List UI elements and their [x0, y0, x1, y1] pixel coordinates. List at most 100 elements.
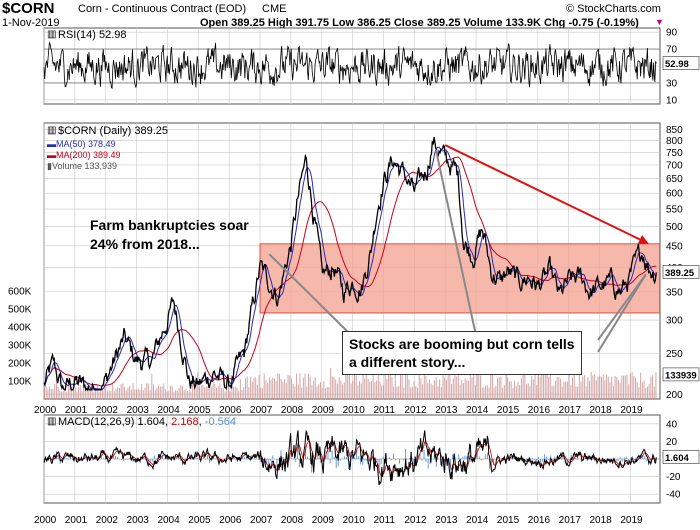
volume-bar	[641, 382, 643, 399]
volume-bar	[440, 386, 442, 399]
volume-bar	[416, 387, 418, 399]
volume-bar	[531, 375, 533, 399]
volume-bar	[154, 389, 156, 399]
price-x-tick-label: 2011	[373, 405, 395, 416]
volume-bar	[454, 373, 456, 399]
volume-bar	[619, 382, 621, 399]
volume-bar	[338, 377, 340, 399]
macd-x-tick-label: 2013	[435, 515, 458, 526]
volume-bar	[47, 389, 49, 399]
macd-legend-prefix: MACD(12,26,9)	[58, 416, 135, 428]
macd-value-badge: 1.604	[665, 453, 689, 464]
volume-bar	[464, 378, 466, 399]
volume-bar	[427, 382, 429, 399]
volume-bar	[216, 387, 218, 399]
price-x-tick-label: 2005	[188, 405, 211, 416]
volume-bar	[491, 373, 493, 399]
volume-bar	[505, 373, 507, 399]
volume-bar	[173, 391, 175, 399]
volume-bar	[563, 381, 565, 399]
volume-bar	[175, 390, 177, 399]
price-y-tick-label: 550	[666, 205, 683, 216]
volume-bar	[425, 375, 427, 399]
volume-bar	[336, 383, 338, 399]
volume-bar	[434, 380, 436, 399]
volume-bar	[202, 384, 204, 399]
volume-bar	[101, 387, 103, 399]
volume-bar	[411, 386, 413, 399]
volume-bar	[510, 381, 512, 399]
volume-bar	[238, 390, 240, 399]
volume-bar	[478, 374, 480, 399]
volume-bar	[250, 377, 252, 399]
volume-bar	[292, 384, 294, 399]
volume-bar	[612, 386, 614, 399]
volume-bar	[580, 381, 582, 399]
volume-bar	[350, 383, 352, 399]
volume-bar	[628, 384, 630, 399]
volume-bar	[268, 377, 270, 399]
volume-bar	[629, 373, 631, 399]
price-x-tick-label: 2017	[559, 405, 582, 416]
volume-bar	[217, 386, 219, 399]
price-x-tick-label: 2018	[590, 405, 613, 416]
volume-bar	[643, 380, 645, 399]
volume-bar	[442, 375, 444, 399]
volume-bar	[573, 372, 575, 399]
highlight-band	[259, 243, 661, 314]
volume-bar	[66, 391, 68, 399]
volume-bar	[67, 385, 69, 399]
macd-x-tick-label: 2011	[373, 515, 395, 526]
volume-bar	[594, 374, 596, 399]
macd-x-tick-label: 2019	[620, 515, 643, 526]
volume-bar	[374, 382, 376, 399]
volume-bar	[621, 375, 623, 399]
volume-bar	[607, 376, 609, 399]
volume-bar	[526, 384, 528, 399]
volume-bar	[125, 390, 127, 399]
volume-bar	[212, 374, 214, 399]
volume-bar	[270, 379, 272, 399]
brand-watermark: © StockCharts.com	[566, 3, 661, 15]
price-y-tick-label: 250	[666, 349, 683, 360]
volume-bar	[558, 376, 560, 399]
price-x-tick-label: 2013	[435, 405, 458, 416]
volume-bar	[81, 391, 83, 399]
volume-bar	[306, 386, 308, 399]
volume-bar	[72, 383, 74, 399]
volume-bar	[486, 385, 488, 399]
volume-bar	[290, 378, 292, 399]
volume-bar	[631, 372, 633, 399]
price-x-tick-label: 2000	[34, 405, 57, 416]
volume-bar	[302, 377, 304, 399]
volume-bar	[653, 386, 655, 399]
volume-bar	[369, 381, 371, 399]
volume-bar	[263, 373, 265, 399]
volume-bar	[185, 389, 187, 399]
volume-bar	[362, 373, 364, 399]
volume-bar	[112, 383, 114, 399]
volume-bar	[340, 380, 342, 399]
macd-x-tick-label: 2015	[497, 515, 520, 526]
volume-bar	[187, 391, 189, 399]
price-x-tick-label: 2001	[65, 405, 88, 416]
macd-x-tick-label: 2001	[65, 515, 88, 526]
macd-x-tick-label: 2003	[127, 515, 150, 526]
volume-bar	[515, 386, 517, 399]
volume-bar	[180, 385, 182, 399]
ohlc-summary: Open 389.25 High 391.75 Low 386.25 Close…	[200, 17, 639, 29]
volume-bar	[139, 390, 141, 399]
volume-bar	[408, 379, 410, 399]
volume-bar	[282, 382, 284, 399]
rsi-y-tick-label: 70	[666, 45, 678, 56]
volume-bar	[602, 374, 604, 399]
legend-volume-label: Volume 133,939	[51, 161, 118, 171]
volume-bar	[241, 390, 243, 399]
volume-bar	[248, 387, 250, 399]
volume-bar	[163, 383, 165, 399]
volume-bar	[313, 380, 315, 399]
price-x-tick-label: 2004	[157, 405, 180, 416]
price-x-tick-label: 2007	[250, 405, 273, 416]
macd-y-tick-label: -40	[666, 490, 681, 501]
annotation-bankruptcies-1: Farm bankruptcies soar	[90, 217, 249, 233]
